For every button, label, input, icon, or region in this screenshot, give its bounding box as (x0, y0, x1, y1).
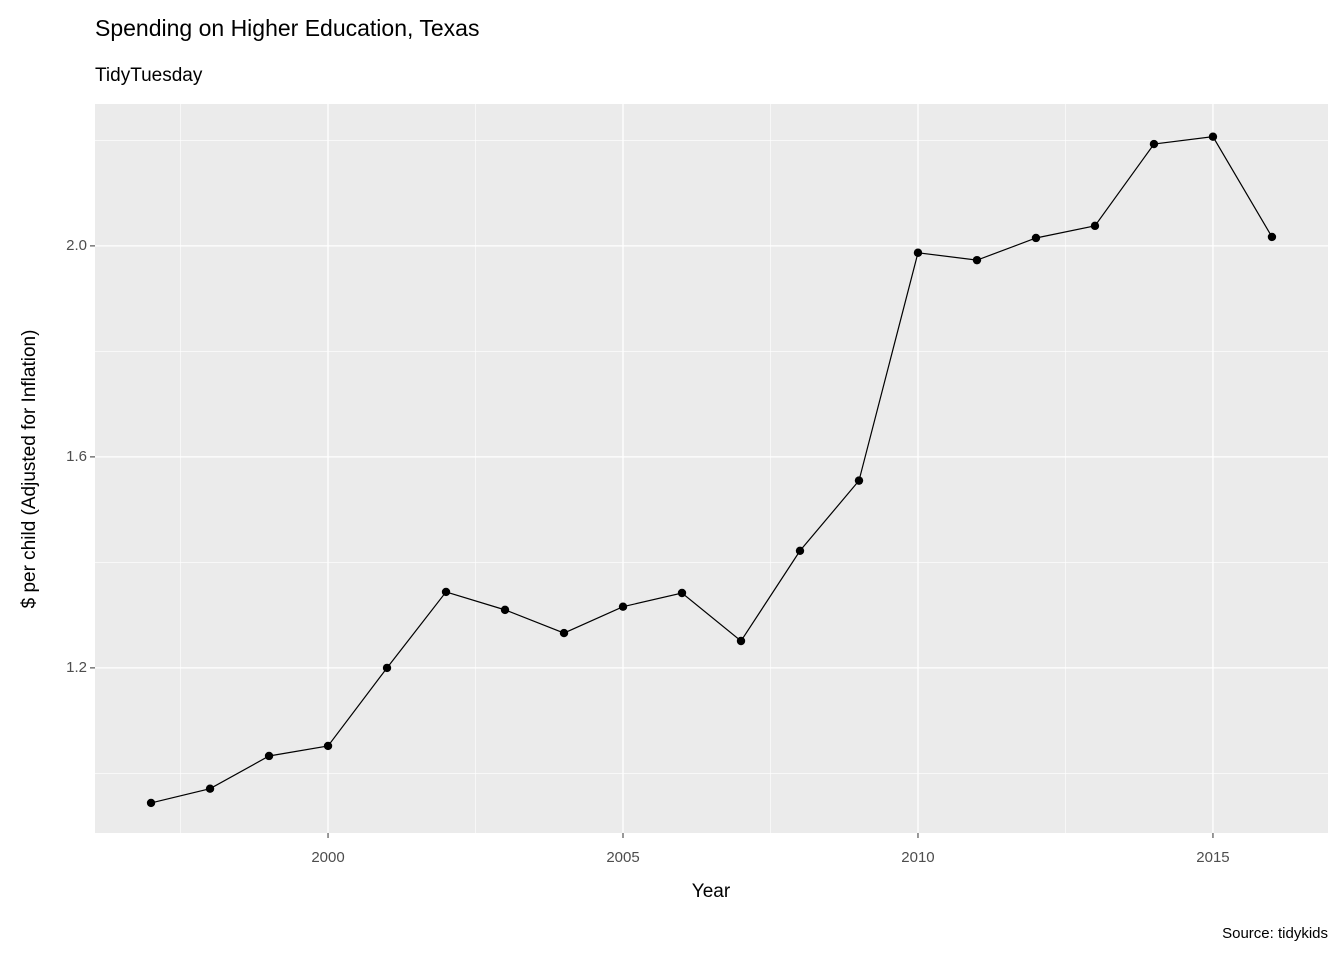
point (323, 741, 333, 751)
y-tick-label: 1.2 (66, 659, 87, 676)
point (677, 588, 687, 598)
point (382, 663, 392, 673)
chart-subtitle: TidyTuesday (95, 65, 203, 86)
caption: Source: tidykids (1222, 925, 1328, 942)
x-tick-label: 2000 (311, 849, 344, 866)
point (736, 636, 746, 646)
point (1090, 221, 1100, 231)
point (441, 587, 451, 597)
x-tick-label: 2010 (901, 849, 934, 866)
point (854, 476, 864, 485)
line (150, 136, 1273, 804)
point (795, 546, 805, 555)
y-tick-label: 1.6 (66, 448, 87, 465)
point (500, 605, 510, 615)
point (264, 751, 274, 761)
point (913, 248, 923, 257)
x-axis-label: Year (692, 881, 731, 902)
point (972, 255, 982, 265)
point (1031, 233, 1041, 243)
y-axis-label: $ per child (Adjusted for Inflation) (19, 330, 40, 609)
point (205, 784, 215, 793)
plot-background (95, 104, 1328, 833)
point (1267, 232, 1277, 242)
point (146, 798, 156, 808)
point (1208, 132, 1218, 141)
point (559, 628, 569, 638)
x-tick-label: 2015 (1196, 849, 1229, 866)
point (1149, 139, 1159, 149)
chart-title: Spending on Higher Education, Texas (95, 15, 479, 41)
y-tick-label: 2.0 (66, 237, 87, 254)
x-tick-label: 2005 (606, 849, 639, 866)
point (618, 602, 628, 611)
